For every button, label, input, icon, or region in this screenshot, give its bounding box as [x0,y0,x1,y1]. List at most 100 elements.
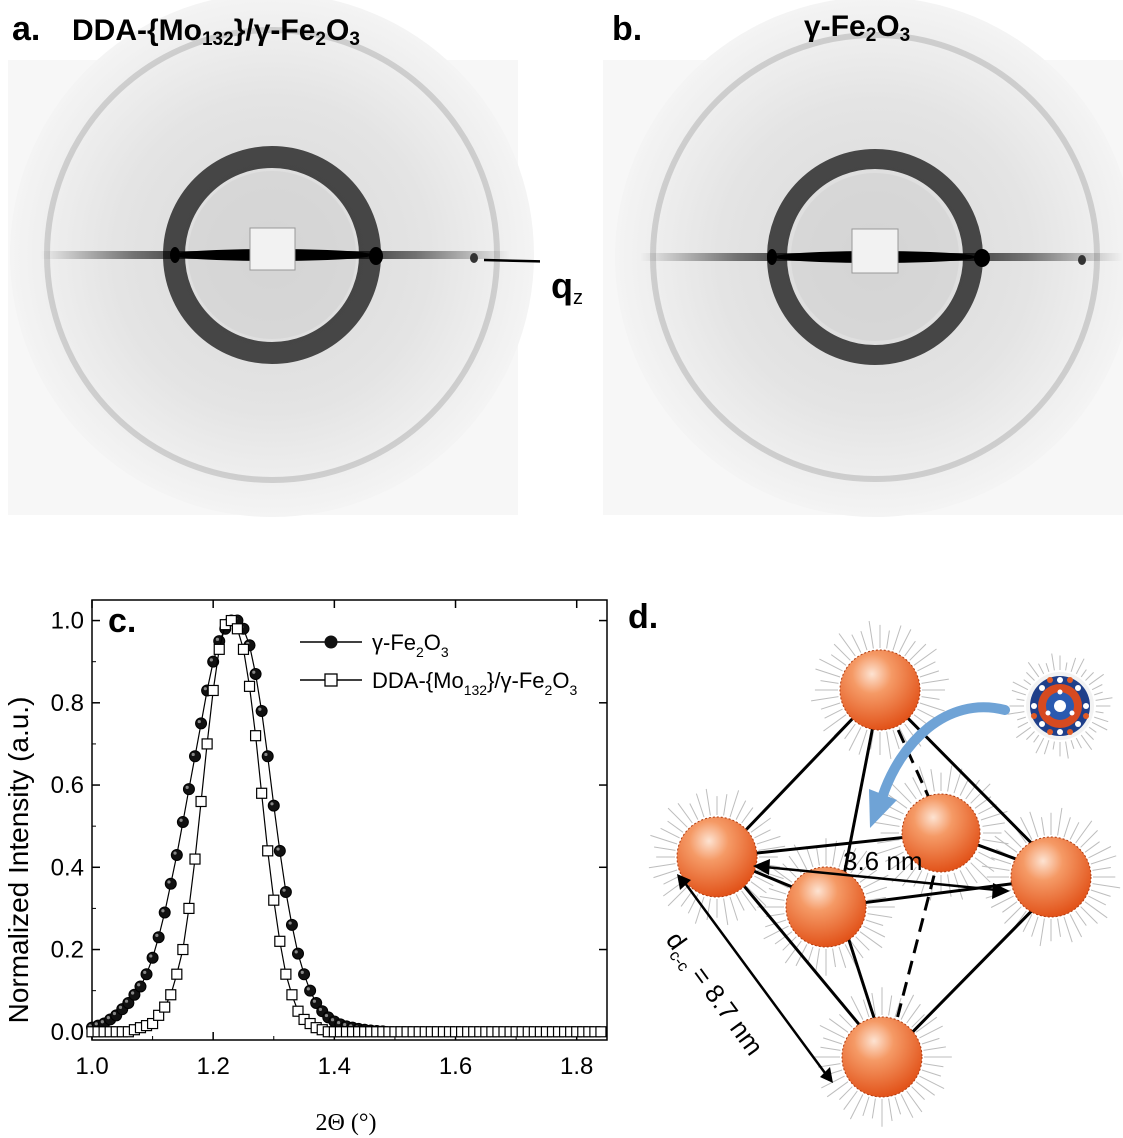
ligand-strand [821,1075,845,1089]
y-tick-label: 0.4 [51,854,84,881]
ligand-strand [921,1037,940,1045]
ligand-strand [911,1086,925,1100]
data-point-highlight [118,1005,123,1009]
ligand-strand [1090,855,1117,865]
panel-b-title: γ-Fe2O3 [804,12,910,46]
ligand-strand [782,936,797,951]
data-point-highlight [209,658,213,662]
ligand-strand [919,1025,943,1039]
y-tick-label: 1.0 [51,608,84,635]
data-point-fe2o3 [298,968,311,981]
data-point-highlight [276,847,280,851]
insertion-arrow [869,702,1010,828]
ligand-strand [667,886,688,907]
ligand-strand [904,640,916,657]
data-point-highlight [270,802,274,806]
ligand-strand [851,634,862,653]
ligand-strand [900,1094,914,1118]
ligand-strand [1020,816,1033,840]
panel-b: b. γ-Fe2O3 [600,0,1123,520]
ligand-strand [959,779,969,796]
data-point-highlight [337,1020,341,1025]
ligand-strand [1057,807,1063,836]
ligand-strand [816,847,820,866]
ligand-strand [1085,672,1094,681]
ligand-strand [990,895,1014,908]
ligand-strand [894,998,902,1018]
ligand-strand [1057,918,1061,937]
data-point-dda [153,1009,165,1021]
ligand-strand [1070,657,1077,672]
data-point-highlight [312,999,316,1003]
ligand-strand [871,993,876,1016]
ligand-strand [1088,846,1112,859]
ligand-strand [694,896,705,924]
ligand-strand [930,769,935,792]
panel-a-title-part: DDA-{Mo [72,14,202,47]
ligand-strand [746,886,767,907]
ligand-strand [915,1016,938,1033]
data-point-highlight [294,950,298,954]
data-point-dda [286,989,298,1001]
ligand-strand [729,790,740,818]
data-point-highlight [330,1018,335,1022]
y-axis-label: Normalized Intensity (a.u.) [3,697,34,1024]
ligand-strand [648,863,676,869]
ligand-strand [871,1098,876,1119]
x-tick-label: 1.2 [196,1053,229,1080]
ligand-strand [811,696,839,702]
ligand-strand [754,875,774,887]
ligand-strand [824,708,843,719]
ligand-strand [1004,830,1022,848]
data-point-highlight [100,1020,104,1024]
data-point-dda [146,1017,159,1030]
ligand-strand [815,948,820,974]
ligand-strand [863,925,886,938]
data-point-fe2o3 [182,783,195,796]
ligand-strand [784,940,802,964]
ligand-strand [923,1063,944,1068]
ligand-strand [1027,662,1040,678]
ligand-strand [820,680,839,684]
ligand-strand [870,731,874,750]
data-point-fe2o3 [304,984,317,997]
dcc-arrow [677,874,833,1083]
data-point-dda [213,643,225,655]
data-point-fe2o3 [195,717,208,730]
ligand-strand [706,898,711,920]
ligand-strand [653,869,678,879]
ligand-strand [1069,914,1083,938]
ligand-strand [1080,669,1087,678]
data-point-fe2o3 [134,980,147,993]
distance-arrow [753,859,1010,899]
dcc-label: dc-c = 8.7 nm [657,926,770,1063]
particle-top [839,649,921,731]
ligand-strand [850,940,864,959]
ligand-strand [1085,731,1094,740]
data-point-dda [237,643,250,655]
data-point-dda [201,738,213,750]
panel-b-letter: b. [612,10,643,48]
ligand-strand [904,782,917,800]
data-point-highlight [143,970,147,975]
ligand-strand [865,886,888,895]
ligand-strand [1031,916,1039,937]
ligand-strand [862,1096,870,1117]
ligand-strand [890,857,908,870]
data-point-highlight [155,933,159,937]
data-point-dda [171,968,183,980]
ligand-strand [1092,867,1111,871]
ligand-strand [1065,662,1068,671]
ligand-strand [902,866,917,887]
data-point-highlight [300,970,304,975]
legend-marker-square [324,673,338,687]
data-point-dda [292,1005,304,1017]
ligand-strand [1091,684,1103,691]
ligand-strand [892,625,902,651]
ligand-strand [1095,711,1104,714]
ligand-strand [1039,918,1045,947]
legend-marker-circle [324,635,338,649]
data-point-dda [225,614,237,627]
panel-c: 1.0 1.2 1.4 1.6 1.8 0.0 0.2 0.4 0.6 0.8 1.0 γ-Fe2O… [0,560,615,1138]
ligand-strand [867,913,893,918]
